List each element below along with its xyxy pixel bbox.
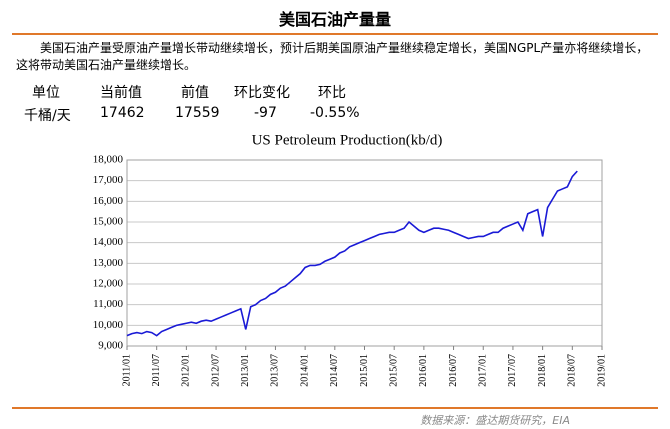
- x-tick-label: 2019/01: [596, 354, 607, 387]
- table-cell: -0.55%: [310, 105, 360, 121]
- y-tick-label: 9,000: [98, 340, 123, 352]
- table-header: 前值: [181, 85, 209, 101]
- chart: US Petroleum Production(kb/d) 9,000 10,00…: [93, 132, 608, 387]
- y-tick-label: 17,000: [93, 174, 124, 186]
- y-tick-label: 13,000: [93, 257, 124, 269]
- page-title: 美国石油产量量: [278, 10, 391, 29]
- x-tick-label: 2016/01: [418, 354, 429, 387]
- paragraph: 美国石油产量受原油产量增长带动继续增长，预计后期美国原油产量继续稳定增长，美国N…: [16, 41, 649, 72]
- x-tick-label: 2015/01: [359, 354, 370, 387]
- divider: [12, 407, 658, 409]
- y-tick-label: 14,000: [93, 236, 124, 248]
- y-tick-label: 11,000: [93, 298, 123, 310]
- x-tick-label: 2011/01: [121, 354, 132, 386]
- x-tick-label: 2014/01: [299, 354, 310, 387]
- x-tick-label: 2018/07: [567, 354, 578, 387]
- x-tick-label: 2011/07: [151, 354, 162, 386]
- series-line: [126, 170, 578, 337]
- chart-title: US Petroleum Production(kb/d): [252, 132, 443, 148]
- x-tick-label: 2013/01: [240, 354, 251, 387]
- y-tick-label: 18,000: [93, 154, 124, 166]
- table-header: 单位: [32, 85, 60, 101]
- y-tick-label: 12,000: [93, 278, 124, 290]
- table-header: 当前值: [100, 85, 142, 101]
- x-tick-label: 2017/01: [478, 354, 489, 387]
- y-tick-label: 10,000: [93, 319, 124, 331]
- table-cell: 17462: [100, 105, 145, 121]
- x-tick-label: 2016/07: [448, 354, 459, 387]
- y-tick-label: 16,000: [93, 195, 124, 207]
- x-tick-label: 2018/01: [537, 354, 548, 387]
- table-cell: 17559: [175, 105, 220, 121]
- source-note: 数据来源：盛达期货研究，EIA: [420, 414, 570, 427]
- table-cell: -97: [254, 105, 277, 121]
- x-tick-label: 2017/07: [507, 354, 518, 387]
- plot-frame: [126, 159, 603, 347]
- y-tick-label: 15,000: [93, 216, 124, 228]
- x-tick-label: 2015/07: [388, 354, 399, 387]
- table-header: 环比: [318, 85, 346, 101]
- x-tick-label: 2012/01: [181, 354, 192, 387]
- divider: [12, 33, 658, 35]
- x-tick-label: 2014/07: [329, 354, 340, 387]
- table-cell: 千桶/天: [24, 108, 71, 124]
- x-tick-label: 2012/07: [210, 354, 221, 387]
- x-tick-label: 2013/07: [270, 354, 281, 387]
- table-header: 环比变化: [234, 85, 290, 101]
